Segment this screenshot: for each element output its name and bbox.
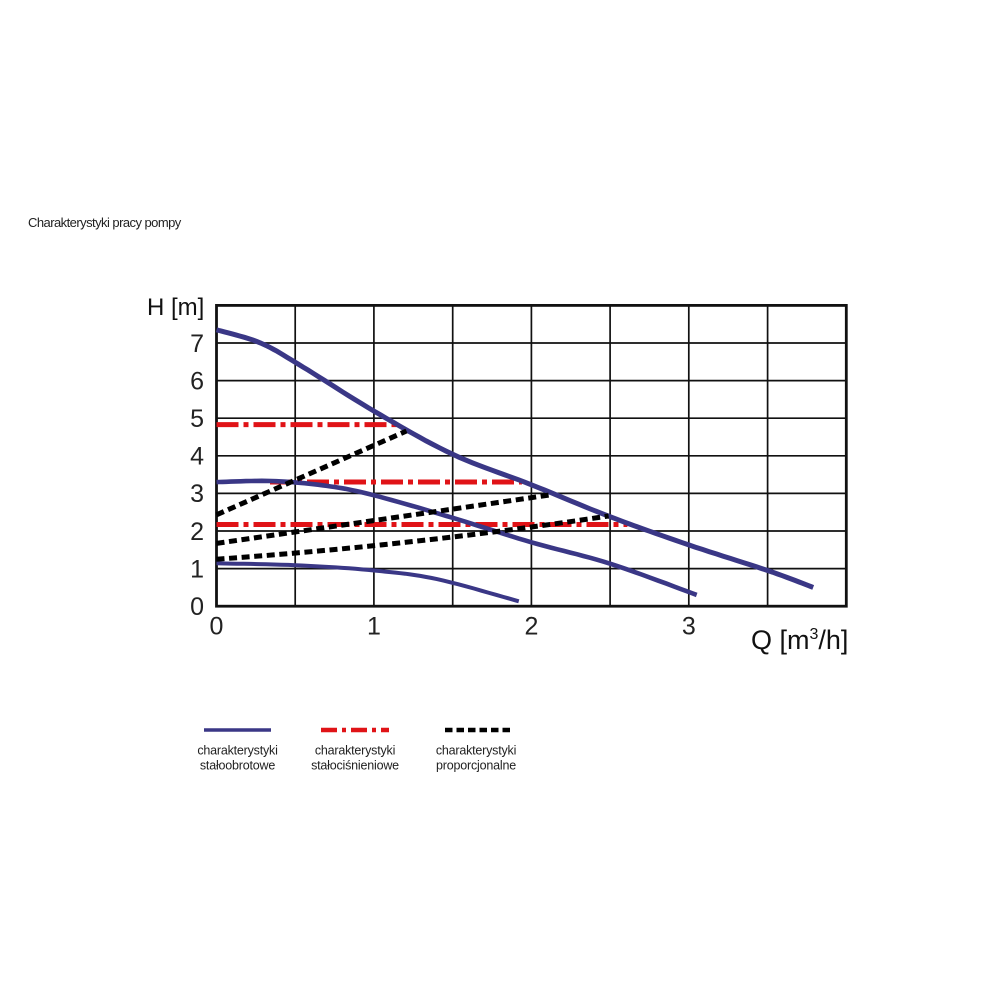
svg-text:1: 1	[367, 613, 381, 641]
svg-text:0: 0	[190, 593, 204, 621]
svg-text:Charakterystyki pracy pompy: Charakterystyki pracy pompy	[28, 215, 182, 230]
svg-text:charakterystyki: charakterystyki	[436, 744, 516, 758]
svg-text:charakterystyki: charakterystyki	[197, 744, 277, 758]
svg-text:4: 4	[190, 443, 204, 471]
svg-text:stałociśnieniowe: stałociśnieniowe	[311, 759, 399, 773]
svg-text:H [m]: H [m]	[147, 294, 204, 321]
svg-text:charakterystyki: charakterystyki	[315, 744, 395, 758]
svg-text:1: 1	[190, 555, 204, 583]
svg-text:7: 7	[190, 330, 204, 358]
svg-text:0: 0	[210, 613, 224, 641]
svg-text:3: 3	[682, 613, 696, 641]
svg-text:5: 5	[190, 405, 204, 433]
svg-text:3: 3	[190, 480, 204, 508]
svg-text:proporcjonalne: proporcjonalne	[436, 759, 516, 773]
svg-text:2: 2	[190, 518, 204, 546]
svg-text:Q [m3/h]: Q [m3/h]	[751, 625, 848, 655]
svg-text:stałoobrotowe: stałoobrotowe	[200, 759, 275, 773]
svg-text:6: 6	[190, 367, 204, 395]
svg-text:2: 2	[524, 613, 538, 641]
